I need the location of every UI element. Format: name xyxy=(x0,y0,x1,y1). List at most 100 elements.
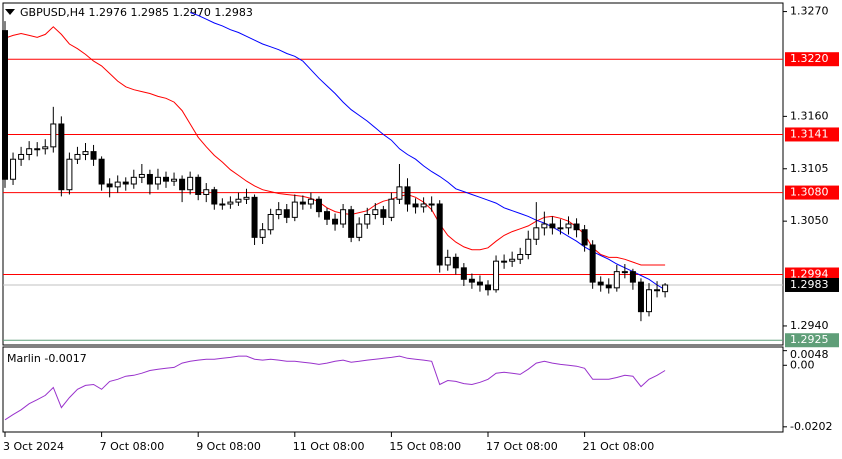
candle-body xyxy=(509,258,516,262)
candle-body xyxy=(82,151,89,155)
candle-body xyxy=(291,201,298,218)
y-tick-label: -0.0202 xyxy=(790,420,832,433)
candle-body xyxy=(637,281,644,313)
candle-body xyxy=(501,260,508,263)
y-tick-label: 1.3160 xyxy=(790,109,829,122)
candle-body xyxy=(18,153,25,160)
candle-body xyxy=(90,151,97,160)
y-tick-label: 1.3270 xyxy=(790,5,829,18)
x-tick-label: 7 Oct 08:00 xyxy=(100,440,165,453)
candle-body xyxy=(163,176,169,182)
candle-body xyxy=(404,186,411,205)
candle-body xyxy=(146,173,153,185)
candle-body xyxy=(179,178,186,191)
level-label-box xyxy=(785,127,839,142)
indicator-name: Marlin xyxy=(7,352,41,365)
y-tick-label: 0.0048 xyxy=(790,348,829,361)
level-label-box xyxy=(785,52,839,67)
candle-body xyxy=(275,209,282,215)
menu-arrow xyxy=(5,9,15,15)
candle-body xyxy=(412,203,419,208)
candle-body xyxy=(525,238,532,255)
candle-body xyxy=(396,186,403,200)
candle-body xyxy=(10,158,17,180)
candle-body xyxy=(428,203,435,206)
candle-body xyxy=(605,284,612,289)
candle-body xyxy=(307,198,314,205)
candle-body xyxy=(493,260,500,291)
candle-body xyxy=(74,153,81,160)
y-tick-label: 1.3050 xyxy=(790,214,829,227)
candle-body xyxy=(485,284,491,291)
candle-body xyxy=(541,223,548,229)
candle-body xyxy=(581,229,588,246)
candle-body xyxy=(315,198,322,213)
candle-body xyxy=(138,173,145,178)
candle-body xyxy=(195,176,202,195)
candle-body xyxy=(364,213,371,225)
candle-body xyxy=(26,148,33,155)
indicator-line xyxy=(4,355,666,421)
candle-body xyxy=(259,229,266,238)
moving-average xyxy=(4,26,666,266)
candle-body xyxy=(613,271,620,289)
x-tick-label: 15 Oct 08:00 xyxy=(389,440,461,453)
candle-body xyxy=(460,267,467,280)
candle-body xyxy=(348,209,355,238)
last-price-label: 1.2983 xyxy=(790,278,829,291)
candle-body xyxy=(219,203,226,206)
level-label: 1.2925 xyxy=(790,333,829,346)
indicator-title: Marlin -0.0017 xyxy=(7,352,87,365)
candle-body xyxy=(380,209,387,218)
candle-body xyxy=(621,271,628,274)
candle-body xyxy=(557,227,564,230)
candle-body xyxy=(171,178,178,182)
candle-body xyxy=(106,183,113,188)
moving-average xyxy=(190,12,666,291)
candle-body xyxy=(468,278,475,283)
candle-body xyxy=(436,203,443,266)
candle-body xyxy=(203,189,210,195)
candle-body xyxy=(34,148,41,151)
level-label: 1.2994 xyxy=(790,268,829,281)
candle-body xyxy=(340,209,347,225)
candle-body xyxy=(267,213,274,231)
level-label: 1.3220 xyxy=(790,52,829,65)
candle-body xyxy=(187,176,194,191)
candle-body xyxy=(476,281,483,286)
candle-body xyxy=(227,201,234,205)
candle-body xyxy=(114,181,121,188)
candle-body xyxy=(629,271,636,283)
candle-body xyxy=(372,209,379,215)
candle-body xyxy=(98,158,105,185)
indicator-pane xyxy=(2,346,784,433)
level-label-box xyxy=(785,333,839,348)
candle-body xyxy=(549,223,556,229)
x-tick-label: 21 Oct 08:00 xyxy=(583,440,655,453)
candle-body xyxy=(597,281,604,286)
candle-body xyxy=(50,123,57,148)
candle-body xyxy=(235,198,242,203)
candle-body xyxy=(42,146,49,150)
x-tick-label: 3 Oct 2024 xyxy=(3,440,64,453)
y-tick-label: 1.2940 xyxy=(790,319,829,332)
y-tick-label: 0.00 xyxy=(790,358,815,371)
candle-body xyxy=(444,256,451,266)
x-tick-label: 11 Oct 08:00 xyxy=(293,440,365,453)
candle-body xyxy=(388,198,395,218)
last-price-box xyxy=(785,277,839,292)
candle-body xyxy=(533,227,540,240)
candle-body xyxy=(251,196,258,238)
indicator-value: -0.0017 xyxy=(44,352,86,365)
candle-body xyxy=(589,244,596,283)
candle-body xyxy=(452,256,459,269)
candle-body xyxy=(356,223,363,238)
candle-body xyxy=(662,284,669,293)
candle-body xyxy=(154,176,161,185)
level-label: 1.3080 xyxy=(790,186,829,199)
candle-body xyxy=(332,218,339,225)
candle-body xyxy=(66,158,73,191)
candle-body xyxy=(122,181,129,185)
